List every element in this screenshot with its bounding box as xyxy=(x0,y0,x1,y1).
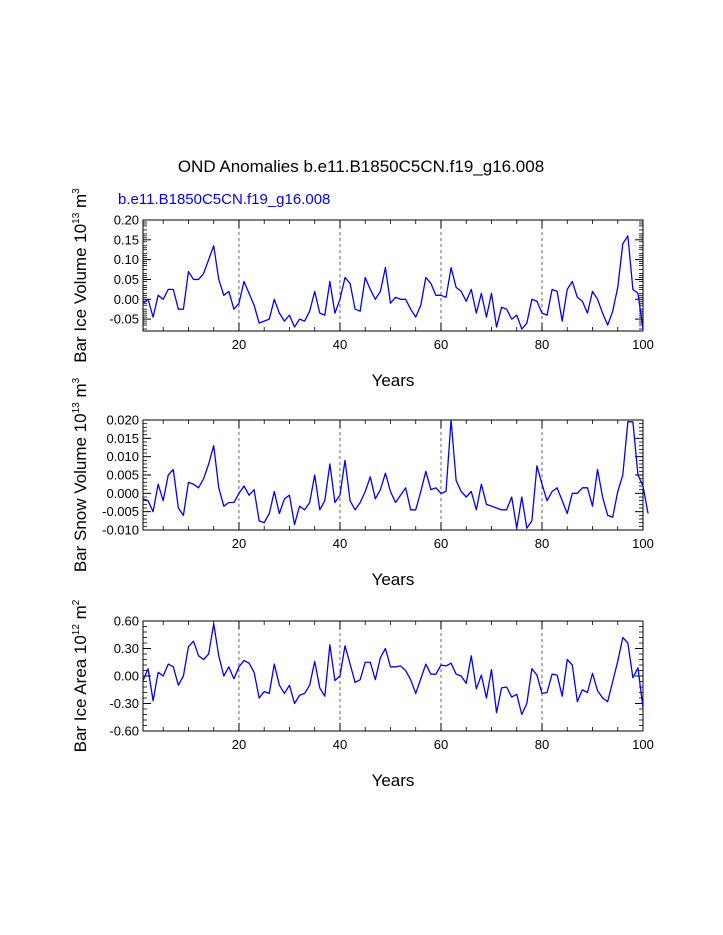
x-tick-label: 20 xyxy=(232,337,246,352)
x-tick-label: 20 xyxy=(232,737,246,752)
x-tick-label: 80 xyxy=(535,337,549,352)
y-axis-label: Bar Snow Volume 1013 m3 xyxy=(71,377,90,572)
y-tick-label: -0.05 xyxy=(109,312,139,327)
plot-frame xyxy=(142,620,644,732)
y-tick-label: 0.60 xyxy=(114,614,139,629)
y-tick-label: 0.000 xyxy=(106,486,139,501)
x-tick-label: 100 xyxy=(632,737,654,752)
x-tick-label: 20 xyxy=(232,536,246,551)
y-tick-label: 0.00 xyxy=(114,669,139,684)
x-axis-label: Years xyxy=(372,371,415,390)
y-tick-label: -0.30 xyxy=(109,696,139,711)
series-line xyxy=(142,623,644,716)
x-axis-label: Years xyxy=(372,570,415,589)
y-axis-label: Bar Ice Area 1012 m2 xyxy=(71,599,90,752)
y-tick-label: 0.020 xyxy=(106,413,139,428)
y-tick-label: -0.010 xyxy=(102,523,139,538)
y-tick-label: 0.10 xyxy=(114,252,139,267)
y-tick-label: 0.05 xyxy=(114,272,139,287)
y-tick-label: -0.005 xyxy=(102,504,139,519)
y-tick-label: 0.015 xyxy=(106,431,139,446)
y-tick-label: -0.60 xyxy=(109,724,139,739)
y-tick-label: 0.005 xyxy=(106,468,139,483)
x-tick-label: 100 xyxy=(632,536,654,551)
y-tick-label: 0.15 xyxy=(114,232,139,247)
chart-panel-2: -0.010 -0.005 0.000 0.005 0.010 0.015 0.020 20 4… xyxy=(71,377,654,589)
series-line xyxy=(142,419,649,529)
panels: -0.05 0.00 0.05 0.10 0.15 0.20 20 40 60 80 100 Year… xyxy=(71,188,654,790)
x-tick-label: 40 xyxy=(333,337,347,352)
x-tick-label: 80 xyxy=(535,737,549,752)
x-tick-label: 60 xyxy=(434,737,448,752)
chart-panel-3: -0.60 -0.30 0.00 0.30 0.60 20 40 60 80 100 Years Ba… xyxy=(71,599,654,790)
x-tick-label: 40 xyxy=(333,737,347,752)
plot-frame xyxy=(142,419,644,531)
figure-subtitle: b.e11.B1850C5CN.f19_g16.008 xyxy=(118,191,330,208)
series-line xyxy=(142,235,644,330)
y-tick-label: 0.010 xyxy=(106,449,139,464)
y-tick-label: 0.00 xyxy=(114,292,139,307)
x-tick-label: 60 xyxy=(434,536,448,551)
y-tick-label: 0.20 xyxy=(114,213,139,228)
chart-panel-1: -0.05 0.00 0.05 0.10 0.15 0.20 20 40 60 80 100 Year… xyxy=(71,188,654,390)
y-axis-label: Bar Ice Volume 1013 m3 xyxy=(71,188,90,363)
x-tick-label: 100 xyxy=(632,337,654,352)
y-tick-label: 0.30 xyxy=(114,641,139,656)
x-axis-label: Years xyxy=(372,771,415,790)
figure-title: OND Anomalies b.e11.B1850C5CN.f19_g16.00… xyxy=(178,157,544,176)
x-tick-label: 40 xyxy=(333,536,347,551)
x-tick-label: 60 xyxy=(434,337,448,352)
x-tick-label: 80 xyxy=(535,536,549,551)
